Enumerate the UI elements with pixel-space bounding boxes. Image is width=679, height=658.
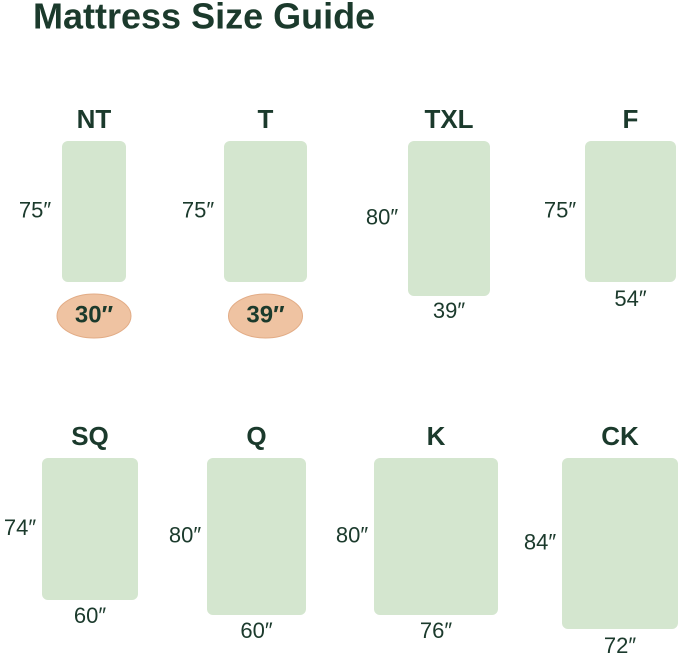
width-highlight (56, 293, 132, 339)
length-label: 84″ (524, 529, 556, 554)
width-label: 30″ (75, 301, 114, 328)
width-label: 39″ (246, 301, 285, 328)
width-label: 39″ (433, 298, 465, 323)
mattress (562, 458, 678, 629)
size-label: F (623, 104, 639, 134)
size-label: K (427, 421, 446, 451)
title: Mattress Size Guide (33, 0, 375, 37)
length-label: 75″ (182, 197, 214, 222)
length-label: 75″ (544, 197, 576, 222)
size-label: T (258, 104, 274, 134)
length-label: 74″ (4, 515, 36, 540)
size-label: Q (246, 421, 266, 451)
size-label: NT (77, 104, 112, 134)
mattress (224, 141, 307, 282)
length-label: 75″ (19, 197, 51, 222)
mattress (62, 141, 126, 282)
width-label: 72″ (604, 633, 636, 658)
size-label: TXL (424, 104, 473, 134)
mattress (374, 458, 498, 615)
length-label: 80″ (366, 204, 398, 229)
length-label: 80″ (169, 522, 201, 547)
mattress (42, 458, 138, 600)
mattress (408, 141, 490, 296)
width-label: 60″ (74, 603, 106, 628)
width-label: 54″ (614, 286, 646, 311)
size-label: SQ (71, 421, 109, 451)
mattress (207, 458, 306, 615)
length-label: 80″ (336, 522, 368, 547)
size-label: CK (601, 421, 639, 451)
width-label: 60″ (240, 618, 272, 643)
mattress (585, 141, 676, 282)
width-highlight (228, 293, 303, 339)
width-label: 76″ (420, 618, 452, 643)
